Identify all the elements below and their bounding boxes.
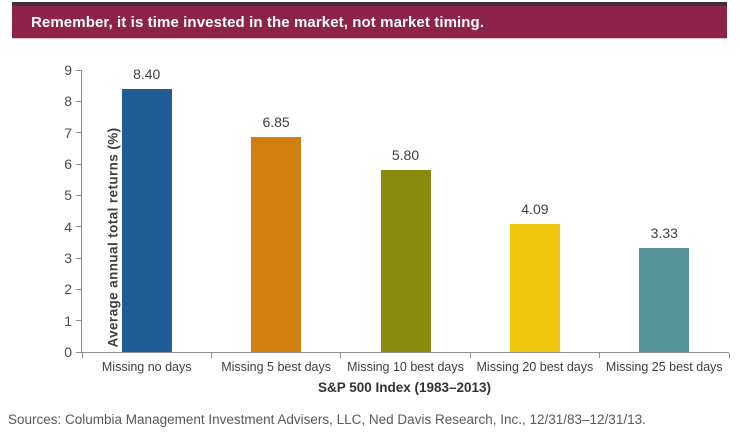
y-tick-label: 8 (64, 93, 72, 110)
bar-value-label: 6.85 (262, 114, 290, 131)
x-category-label: Missing 10 best days (347, 360, 464, 374)
x-category-label: Missing 25 best days (605, 360, 723, 374)
x-tick-mark (728, 353, 730, 358)
y-tick-mark (76, 351, 81, 353)
x-tick-mark (81, 353, 83, 358)
y-tick-mark (76, 163, 81, 165)
bar-value-label: 4.09 (521, 200, 549, 217)
x-tick-mark (210, 353, 212, 358)
y-tick-mark (76, 132, 81, 134)
x-category-label: Missing 5 best days (221, 360, 331, 374)
y-tick-mark (76, 194, 81, 196)
bar-5 (639, 247, 690, 352)
y-tick-label: 3 (64, 250, 72, 266)
bar-4 (509, 223, 560, 352)
bar-chart: Average annual total returns (%) 0 1 2 3 4 5 6… (0, 50, 740, 400)
x-tick-mark (599, 353, 601, 358)
bar-value-label: 8.40 (133, 65, 161, 82)
bar-3 (380, 170, 431, 352)
y-tick-mark (76, 320, 81, 322)
x-tick-mark (340, 353, 342, 358)
x-axis-title: S&P 500 Index (1983–2013) (317, 380, 492, 395)
y-tick-label: 0 (64, 344, 72, 360)
sources-note: Sources: Columbia Management Investment … (8, 412, 646, 427)
y-tick-label: 9 (64, 62, 72, 78)
header-title: Remember, it is time invested in the mar… (31, 13, 485, 31)
y-tick-label: 4 (64, 218, 72, 235)
y-tick-mark (76, 69, 81, 71)
y-axis-title: Average annual total returns (%) (105, 127, 121, 348)
y-tick-mark (76, 226, 81, 228)
y-tick-mark (76, 288, 81, 290)
y-tick-mark (76, 257, 81, 259)
y-tick-label: 6 (64, 156, 72, 172)
bar-value-label: 3.33 (650, 224, 678, 241)
y-tick-label: 5 (64, 187, 72, 204)
bar-2 (251, 137, 302, 352)
x-category-label: Missing 20 best days (476, 360, 594, 374)
y-tick-label: 2 (64, 281, 72, 298)
header-banner: Remember, it is time invested in the mar… (12, 2, 727, 39)
x-tick-mark (469, 353, 471, 358)
x-category-label: Missing no days (101, 360, 192, 374)
bar-1 (121, 88, 172, 352)
bar-value-label: 5.80 (391, 147, 420, 164)
y-tick-label: 7 (64, 124, 72, 141)
plot-area: Average annual total returns (%) 0 1 2 3 4 5 6… (64, 62, 730, 374)
y-tick-label: 1 (64, 312, 72, 329)
y-tick-mark (76, 100, 81, 102)
